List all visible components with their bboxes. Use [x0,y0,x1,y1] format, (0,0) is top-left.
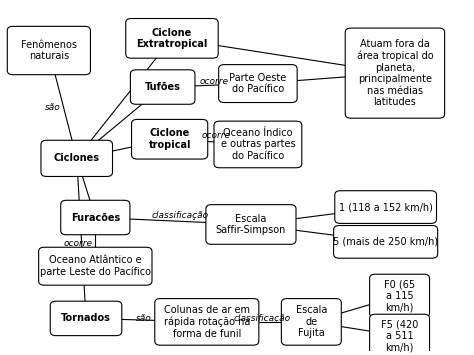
Text: Escala
de
Fujita: Escala de Fujita [296,305,327,338]
FancyBboxPatch shape [132,119,208,159]
Text: 1 (118 a 152 km/h): 1 (118 a 152 km/h) [339,202,433,212]
Text: Escala
Saffir-Simpson: Escala Saffir-Simpson [216,214,286,235]
Text: Tornados: Tornados [61,313,111,323]
Text: ocorre: ocorre [201,131,230,140]
Text: são: são [136,314,152,323]
Text: ocorre: ocorre [199,77,228,86]
Text: Ciclone
tropical: Ciclone tropical [148,129,191,150]
Text: 5 (mais de 250 km/h): 5 (mais de 250 km/h) [333,237,438,247]
Text: Furacões: Furacões [71,213,120,223]
FancyBboxPatch shape [370,274,429,317]
FancyBboxPatch shape [7,26,91,75]
FancyBboxPatch shape [61,200,130,235]
Text: Colunas de ar em
rápida rotação na
forma de funil: Colunas de ar em rápida rotação na forma… [164,305,250,339]
Text: Tufões: Tufões [145,82,181,92]
FancyBboxPatch shape [39,247,152,285]
FancyBboxPatch shape [206,204,296,244]
FancyBboxPatch shape [126,18,218,58]
FancyBboxPatch shape [219,65,297,103]
Text: Oceano Índico
e outras partes
do Pacífico: Oceano Índico e outras partes do Pacífic… [220,128,295,161]
Text: são: são [45,103,61,113]
Text: Ciclone
Extratropical: Ciclone Extratropical [137,28,208,49]
FancyBboxPatch shape [155,299,259,345]
Text: Parte Oeste
do Pacífico: Parte Oeste do Pacífico [229,73,286,94]
Text: Atuam fora da
área tropical do
planeta,
principalmente
nas médias
latitudes: Atuam fora da área tropical do planeta, … [356,39,433,108]
Text: classificação: classificação [234,314,291,323]
Text: F0 (65
a 115
km/h): F0 (65 a 115 km/h) [384,279,415,312]
FancyBboxPatch shape [50,301,122,335]
FancyBboxPatch shape [345,28,445,118]
Text: Oceano Atlântico e
parte Leste do Pacífico: Oceano Atlântico e parte Leste do Pacífi… [40,255,151,277]
FancyBboxPatch shape [214,121,302,168]
FancyBboxPatch shape [282,299,341,345]
FancyBboxPatch shape [334,225,438,258]
FancyBboxPatch shape [335,191,437,223]
FancyBboxPatch shape [130,70,195,104]
Text: classificação: classificação [152,211,209,220]
Text: Ciclones: Ciclones [54,153,100,163]
FancyBboxPatch shape [370,314,429,355]
Text: Fenômenos
naturais: Fenômenos naturais [21,40,77,61]
FancyBboxPatch shape [41,140,112,176]
Text: F5 (420
a 511
km/h): F5 (420 a 511 km/h) [381,319,418,353]
Text: ocorre: ocorre [64,239,92,248]
